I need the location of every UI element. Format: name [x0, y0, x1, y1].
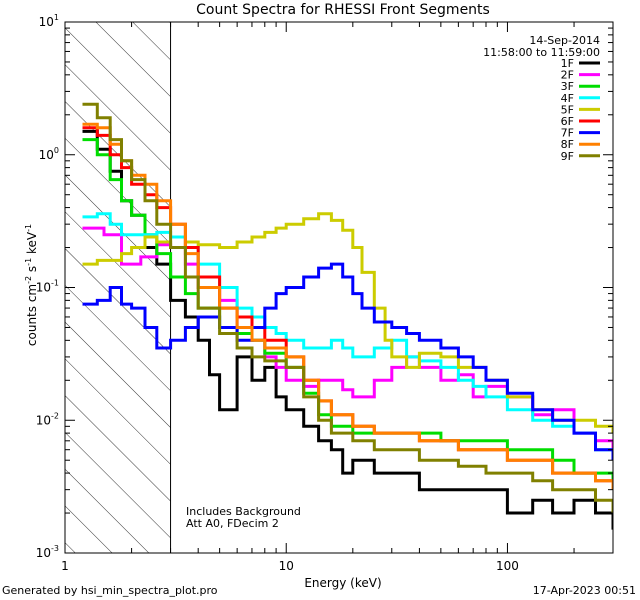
- y-tick-label: 10-3: [36, 544, 59, 560]
- legend-label-1f: 1F: [561, 57, 574, 70]
- legend-label-4f: 4F: [561, 92, 574, 105]
- legend-label-5f: 5F: [561, 103, 574, 116]
- series-1f: [82, 129, 613, 530]
- legend-label-2f: 2F: [561, 69, 574, 82]
- legend-time-range: 11:58:00 to 11:59:00: [483, 46, 600, 59]
- x-tick-label: 1: [61, 559, 69, 573]
- x-tick-label: 100: [496, 559, 519, 573]
- footer-generated-by: Generated by hsi_min_spectra_plot.pro: [2, 584, 218, 597]
- series-9f: [82, 102, 613, 513]
- y-tick-label: 10-2: [36, 411, 59, 427]
- y-label-exp3: -1: [24, 224, 33, 232]
- legend-label-8f: 8F: [561, 138, 574, 151]
- legend-label-3f: 3F: [561, 80, 574, 93]
- series-layer: [82, 102, 613, 530]
- series-3f: [82, 138, 613, 481]
- chart-title: Count Spectra for RHESSI Front Segments: [196, 2, 490, 18]
- x-tick-label: 10: [279, 559, 294, 573]
- y-label-tail: keV: [25, 231, 39, 258]
- y-tick-label: 100: [39, 146, 59, 162]
- series-7f: [82, 262, 613, 461]
- y-tick-label: 10-1: [36, 279, 59, 295]
- annotation-attenuator: Att A0, FDecim 2: [186, 517, 279, 530]
- legend-label-9f: 9F: [561, 150, 574, 163]
- y-label-base: counts cm: [25, 284, 39, 346]
- y-tick-label: 101: [39, 13, 59, 29]
- series-4f: [82, 212, 613, 461]
- legend-date: 14-Sep-2014: [529, 34, 600, 47]
- x-axis-label: Energy (keV): [304, 576, 381, 590]
- footer-timestamp: 17-Apr-2023 00:51: [533, 584, 636, 597]
- y-label-exp1: -2: [24, 276, 33, 284]
- y-label-exp2: -1: [24, 258, 33, 266]
- legend: 14-Sep-2014 11:58:00 to 11:59:00 1F2F3F4…: [483, 34, 600, 163]
- y-label-mid: s: [25, 266, 39, 276]
- axis-layer: 1 10 100 10-3 10-2 10-1 100 101: [36, 13, 614, 573]
- legend-label-7f: 7F: [561, 127, 574, 140]
- legend-label-6f: 6F: [561, 115, 574, 128]
- y-axis-label: counts cm-2 s-1 keV-1: [24, 224, 39, 346]
- annotation-background: Includes Background: [186, 505, 301, 518]
- series-8f: [82, 122, 613, 490]
